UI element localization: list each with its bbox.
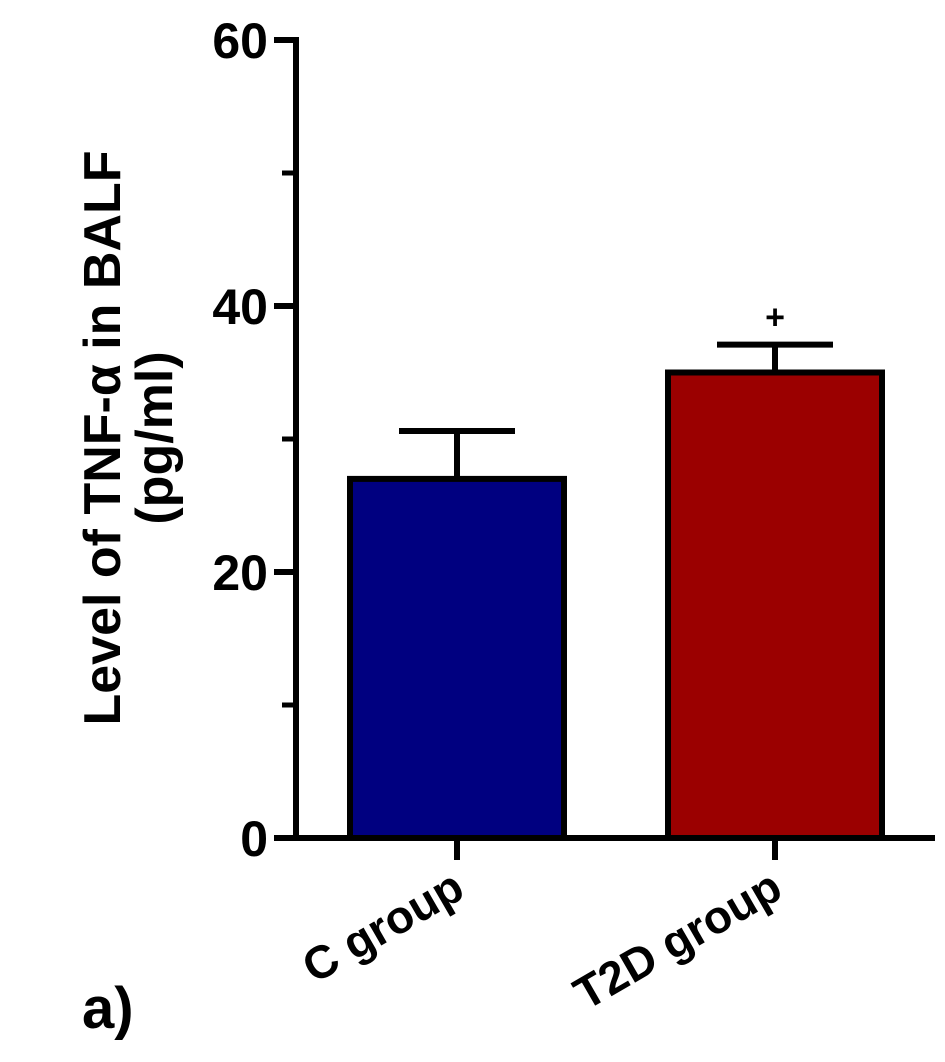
annotations-layer: + [765,299,785,337]
bar-c-group [347,475,567,841]
x-tick-label: C group [293,860,472,993]
y-axis-title-line2: (pg/ml) [126,351,184,524]
bars-layer [347,369,885,841]
y-tick-label: 0 [240,811,268,867]
y-axis: 0 20 40 60 [212,13,299,867]
y-axis-title: Level of TNF-α in BALF (pg/ml) [74,150,184,725]
x-axis: C group T2D group [293,835,935,1020]
y-axis-title-line1: Level of TNF-α in BALF [74,150,132,725]
error-bars-layer [399,341,833,479]
significance-marker: + [765,299,785,337]
y-tick-label: 20 [212,545,268,601]
panel-label: a) [82,976,134,1041]
bar-t2d-group [665,369,885,841]
x-tick-label: T2D group [565,860,790,1020]
y-tick-label: 40 [212,279,268,335]
y-tick-label: 60 [212,13,268,69]
